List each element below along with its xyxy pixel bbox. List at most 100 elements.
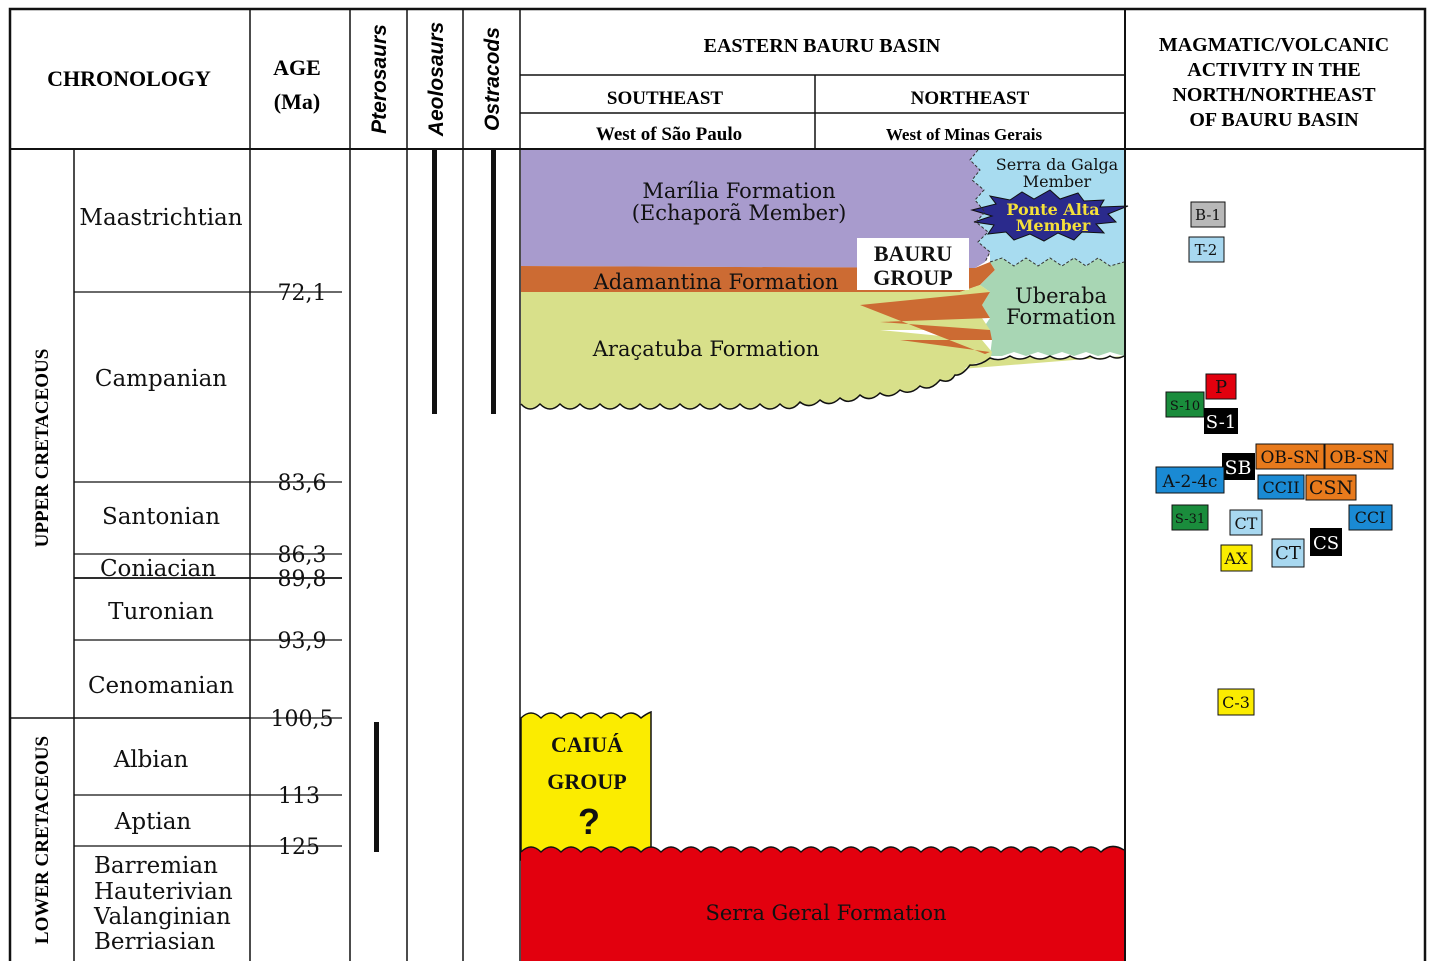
ponte-alta-star — [970, 189, 1129, 242]
aeolosaurs-range-bar — [432, 150, 437, 414]
serra-geral-area — [521, 846, 1124, 961]
svg-text:AX: AX — [1224, 549, 1249, 568]
volcanic-box-cci: CCI — [1348, 504, 1393, 531]
stage-turonian: Turonian — [108, 599, 214, 625]
stage-aptian: Aptian — [114, 809, 192, 835]
age-100-5: 100,5 — [271, 707, 334, 732]
svg-text:C-3: C-3 — [1222, 693, 1250, 712]
ostracods-header: Ostracods — [481, 27, 504, 131]
table-grid — [8, 7, 1427, 961]
svg-text:CCI: CCI — [1355, 508, 1386, 527]
bauru-group-label-box — [857, 238, 969, 290]
volcanic-box-ct2: CT — [1271, 538, 1305, 568]
range-bars — [374, 150, 496, 852]
ponte-alta-label-line2: Member — [1016, 216, 1091, 235]
aeolosaurs-header: Aeolosaurs — [425, 22, 448, 137]
svg-text:A-2-4c: A-2-4c — [1162, 472, 1218, 492]
caiua-label-line1: CAIUÁ — [551, 732, 623, 757]
svg-text:OB-SN: OB-SN — [1260, 448, 1319, 468]
volcanic-box-t2: T-2 — [1188, 236, 1225, 263]
age-86-3: 86,3 — [278, 543, 327, 568]
stage-albian: Albian — [113, 747, 189, 773]
stage-cenomanian: Cenomanian — [88, 673, 234, 699]
basin-header: EASTERN BAURU BASIN — [704, 35, 941, 57]
age-header-line1: AGE — [273, 55, 321, 80]
age-125: 125 — [278, 835, 320, 860]
uberaba-formation-area — [980, 258, 1124, 356]
stage-barremian: Barremian — [94, 853, 218, 879]
volcanic-box-csn: CSN — [1305, 474, 1357, 501]
northeast-header: NORTHEAST — [911, 88, 1030, 109]
volcanic-box-b1: B-1 — [1190, 201, 1226, 228]
volcanic-box-sb: SB — [1222, 453, 1255, 480]
uberaba-label-line1: Uberaba — [1015, 284, 1107, 308]
stage-labels: Maastrichtian Campanian Santonian Coniac… — [79, 205, 242, 955]
serra-galga-label-line2: Member — [1023, 172, 1092, 191]
marilia-label-line1: Marília Formation — [642, 179, 835, 203]
svg-text:S-10: S-10 — [1170, 399, 1200, 414]
svg-text:T-2: T-2 — [1195, 241, 1218, 259]
serra-geral-wavy-top — [520, 845, 1125, 854]
aracatuba-label: Araçatuba Formation — [592, 337, 819, 361]
volcanic-box-ccii: CCII — [1257, 474, 1305, 500]
age-header-line2: (Ma) — [274, 89, 320, 114]
svg-text:P: P — [1215, 377, 1227, 398]
svg-text:OB-SN: OB-SN — [1329, 448, 1388, 468]
stage-coniacian: Coniacian — [100, 556, 216, 582]
adamantina-label: Adamantina Formation — [593, 270, 839, 294]
magmatic-header-line4: OF BAURU BASIN — [1189, 109, 1359, 131]
serra-geral-label: Serra Geral Formation — [705, 901, 946, 925]
upper-cretaceous-label: UPPER CRETACEOUS — [32, 349, 53, 548]
bauru-label-line2: GROUP — [873, 265, 952, 290]
magmatic-header-line3: NORTH/NORTHEAST — [1172, 84, 1376, 106]
chronology-header: CHRONOLOGY — [47, 66, 211, 91]
formation-labels: Marília Formation (Echaporã Member) Adam… — [547, 155, 1118, 925]
volcanic-box-s1: S-1 — [1204, 408, 1238, 434]
age-83-6: 83,6 — [278, 471, 327, 496]
bauru-label-line1: BAURU — [874, 241, 952, 266]
serra-galga-label-line1: Serra da Galga — [996, 155, 1119, 174]
volcanic-box-c3: C-3 — [1217, 688, 1255, 716]
southeast-header: SOUTHEAST — [607, 88, 723, 109]
caiua-question-mark: ? — [578, 801, 600, 842]
galga-uberaba-boundary — [989, 257, 1125, 267]
svg-text:S-31: S-31 — [1175, 512, 1205, 527]
volcanic-box-cs: CS — [1310, 528, 1342, 556]
volcanic-box-obsn1: OB-SN — [1255, 443, 1325, 470]
magmatic-header-line1: MAGMATIC/VOLCANIC — [1159, 34, 1389, 56]
volcanic-box-s10: S-10 — [1165, 391, 1205, 418]
age-89-8: 89,8 — [278, 567, 327, 592]
volcanic-box-obsn2: OB-SN — [1324, 443, 1394, 470]
age-72-1: 72,1 — [278, 281, 327, 306]
aracatuba-wavy-base — [520, 355, 1125, 410]
age-93-9: 93,9 — [278, 629, 327, 654]
stage-santonian: Santonian — [102, 504, 220, 530]
lower-cretaceous-label: LOWER CRETACEOUS — [32, 736, 53, 944]
svg-text:B-1: B-1 — [1195, 206, 1221, 224]
marilia-label-line2: (Echaporã Member) — [632, 201, 847, 225]
caiua-label-line2: GROUP — [547, 769, 626, 794]
caiua-group-area — [520, 710, 652, 861]
svg-text:CS: CS — [1313, 533, 1339, 554]
stage-maastrichtian: Maastrichtian — [79, 205, 242, 231]
header-text: CHRONOLOGY AGE (Ma) Pterosaurs Aeolosaur… — [47, 22, 1389, 145]
uberaba-label-line2: Formation — [1006, 305, 1116, 329]
stage-valanginian: Valanginian — [93, 904, 231, 930]
southeast-subheader: West of São Paulo — [596, 124, 742, 145]
magmatic-header-line2: ACTIVITY IN THE — [1187, 59, 1360, 81]
svg-text:S-1: S-1 — [1206, 412, 1237, 433]
age-labels: 72,1 83,6 86,3 89,8 93,9 100,5 113 125 — [271, 281, 334, 860]
volcanic-boxes: B-1 T-2 P S-10 S-1 SB OB-SN OB-SN — [1155, 201, 1394, 716]
pterosaurs-range-bar — [374, 722, 379, 852]
volcanic-box-ax: AX — [1220, 544, 1253, 572]
stage-campanian: Campanian — [95, 366, 227, 392]
pterosaurs-header: Pterosaurs — [368, 24, 391, 134]
marilia-galga-boundary — [969, 149, 991, 263]
volcanic-box-ct1: CT — [1229, 509, 1263, 536]
svg-text:CCII: CCII — [1262, 478, 1299, 497]
volcanic-box-p: P — [1205, 373, 1237, 400]
age-113: 113 — [278, 784, 320, 809]
svg-text:CT: CT — [1275, 543, 1301, 564]
northeast-subheader: West of Minas Gerais — [886, 125, 1043, 144]
svg-text:CT: CT — [1235, 514, 1258, 533]
